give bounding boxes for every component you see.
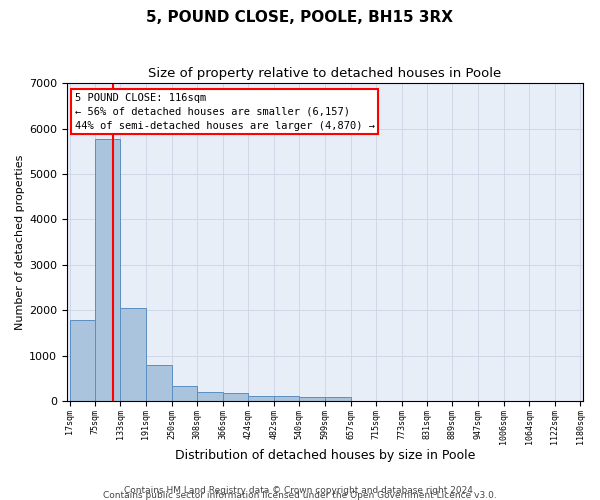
X-axis label: Distribution of detached houses by size in Poole: Distribution of detached houses by size …	[175, 450, 475, 462]
Bar	[223, 394, 248, 402]
Bar	[172, 386, 197, 402]
Text: Contains public sector information licensed under the Open Government Licence v3: Contains public sector information licen…	[103, 490, 497, 500]
Bar	[274, 396, 299, 402]
Text: 5, POUND CLOSE, POOLE, BH15 3RX: 5, POUND CLOSE, POOLE, BH15 3RX	[146, 10, 454, 25]
Title: Size of property relative to detached houses in Poole: Size of property relative to detached ho…	[148, 68, 502, 80]
Bar	[121, 308, 146, 402]
Bar	[95, 138, 121, 402]
Bar	[197, 392, 223, 402]
Bar	[70, 320, 95, 402]
Text: Contains HM Land Registry data © Crown copyright and database right 2024.: Contains HM Land Registry data © Crown c…	[124, 486, 476, 495]
Bar	[146, 365, 172, 402]
Y-axis label: Number of detached properties: Number of detached properties	[15, 154, 25, 330]
Bar	[299, 398, 325, 402]
Text: 5 POUND CLOSE: 116sqm
← 56% of detached houses are smaller (6,157)
44% of semi-d: 5 POUND CLOSE: 116sqm ← 56% of detached …	[75, 92, 375, 130]
Bar	[248, 396, 274, 402]
Bar	[325, 398, 350, 402]
